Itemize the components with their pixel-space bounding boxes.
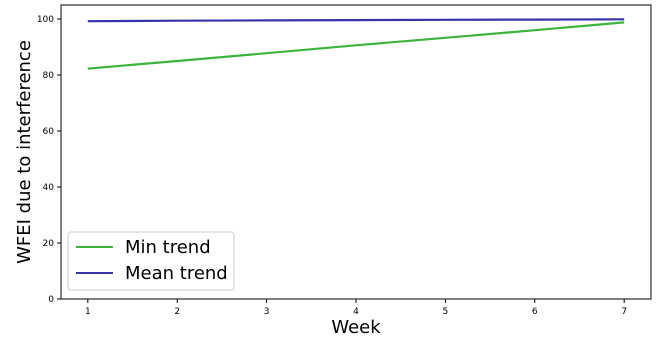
series-line-min-trend bbox=[87, 21, 625, 70]
x-tick-label: 2 bbox=[174, 307, 180, 317]
legend: Min trend Mean trend bbox=[67, 231, 235, 291]
y-tick-label: 40 bbox=[43, 183, 55, 193]
x-tick-label: 7 bbox=[621, 307, 627, 317]
y-axis-title: WFEI due to interference bbox=[14, 40, 35, 264]
y-tick-label: 60 bbox=[43, 127, 55, 137]
series-lines bbox=[87, 18, 625, 70]
legend-label-mean-trend: Mean trend bbox=[125, 263, 228, 284]
x-axis-title: Week bbox=[331, 317, 381, 338]
plot-area: 0 20 40 60 80 100 1 2 3 4 5 6 7 bbox=[37, 4, 652, 317]
x-tick-label: 3 bbox=[264, 307, 270, 317]
y-axis-ticks: 0 20 40 60 80 100 bbox=[37, 15, 61, 305]
x-tick-label: 4 bbox=[353, 307, 359, 317]
y-tick-label: 20 bbox=[43, 239, 55, 249]
x-tick-label: 6 bbox=[532, 307, 538, 317]
y-tick-label: 0 bbox=[48, 295, 54, 305]
y-tick-label: 80 bbox=[43, 71, 55, 81]
x-tick-label: 1 bbox=[85, 307, 91, 317]
legend-label-min-trend: Min trend bbox=[125, 237, 211, 258]
series-line-mean-trend bbox=[87, 18, 625, 23]
x-axis-ticks: 1 2 3 4 5 6 7 bbox=[85, 299, 627, 317]
x-tick-label: 5 bbox=[443, 307, 449, 317]
y-tick-label: 100 bbox=[37, 15, 54, 25]
